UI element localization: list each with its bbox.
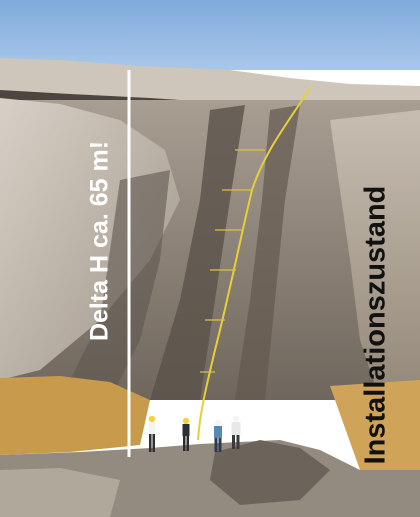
slope-streak	[60, 170, 170, 400]
slope-streak	[235, 105, 300, 400]
worker	[214, 419, 222, 452]
straw-right	[330, 380, 420, 470]
cable	[197, 87, 311, 441]
slope-streak	[150, 105, 245, 400]
sky	[0, 0, 420, 70]
worker	[231, 415, 241, 449]
left-flank	[0, 98, 180, 380]
cable-markers	[200, 149, 265, 373]
right-flank	[330, 110, 420, 400]
worker	[182, 417, 190, 451]
height-label: Delta H ca. 65 m!	[85, 140, 114, 342]
rubble-light	[0, 468, 120, 517]
state-label: Installationszustand	[359, 185, 392, 465]
worker	[148, 415, 156, 452]
straw-left	[0, 376, 150, 455]
rubble-dark	[210, 440, 330, 505]
